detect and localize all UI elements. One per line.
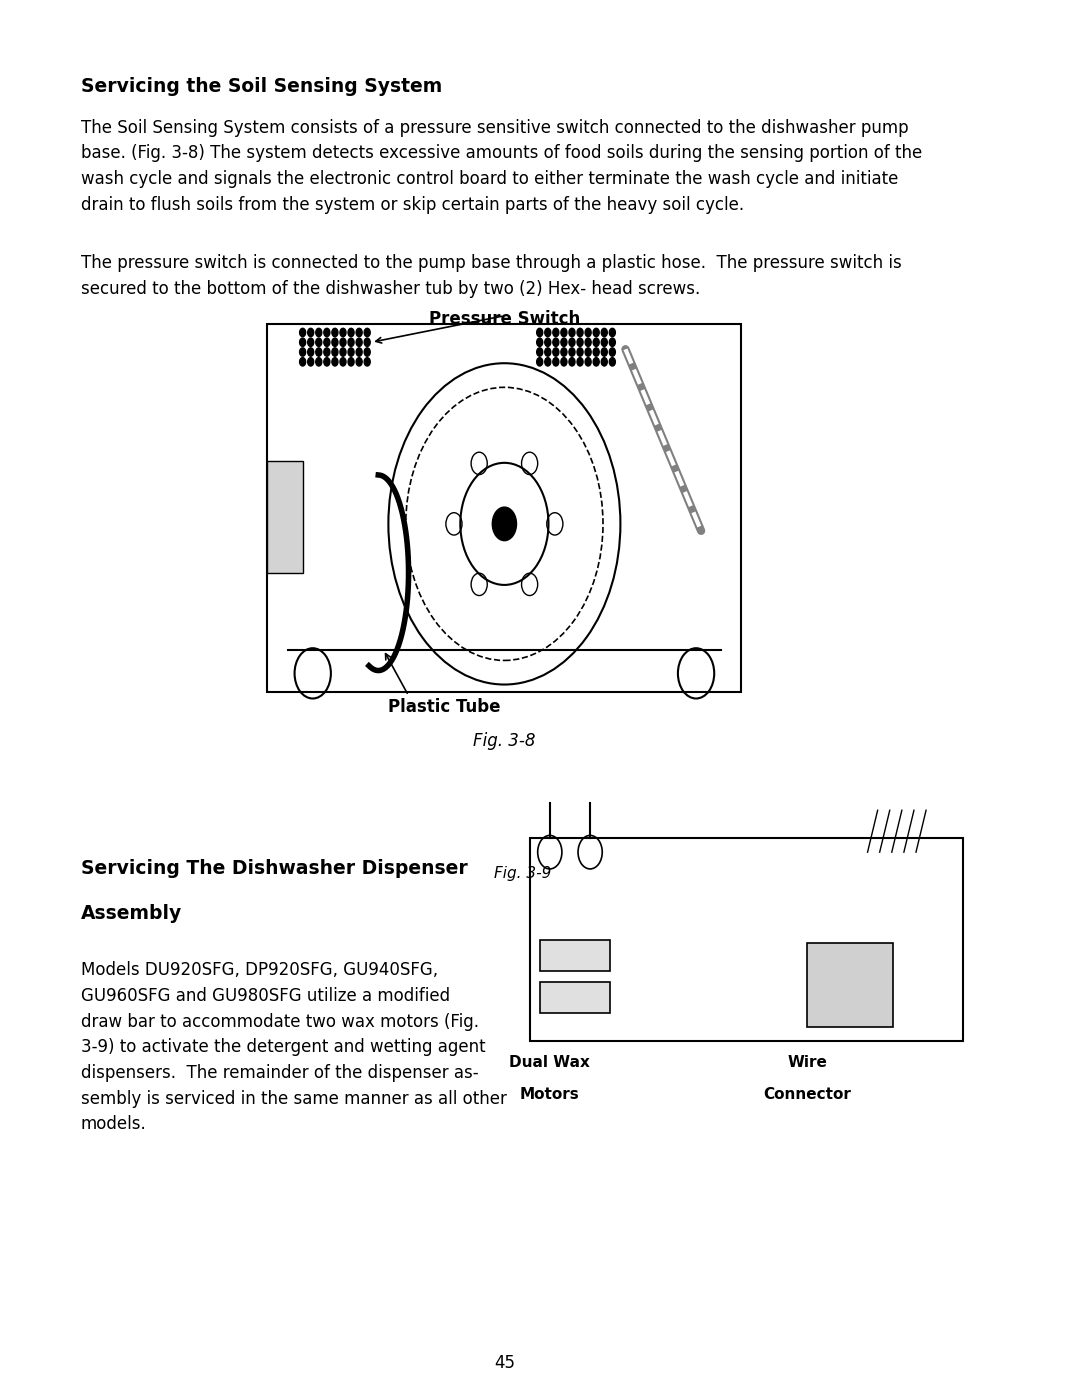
Circle shape: [315, 358, 322, 366]
FancyBboxPatch shape: [268, 461, 302, 573]
Circle shape: [602, 358, 607, 366]
Circle shape: [308, 328, 313, 337]
Circle shape: [585, 328, 591, 337]
Circle shape: [544, 338, 551, 346]
Circle shape: [577, 358, 583, 366]
Circle shape: [315, 328, 322, 337]
Circle shape: [332, 338, 338, 346]
Circle shape: [544, 328, 551, 337]
Circle shape: [340, 328, 346, 337]
Text: Fig. 3-9: Fig. 3-9: [495, 866, 552, 882]
Circle shape: [585, 348, 591, 356]
Circle shape: [561, 328, 567, 337]
Circle shape: [602, 338, 607, 346]
Circle shape: [324, 328, 329, 337]
Text: Servicing The Dishwasher Dispenser: Servicing The Dishwasher Dispenser: [81, 859, 468, 879]
Circle shape: [299, 338, 306, 346]
Circle shape: [332, 358, 338, 366]
Circle shape: [315, 348, 322, 356]
Circle shape: [544, 358, 551, 366]
Circle shape: [569, 338, 575, 346]
Circle shape: [364, 348, 370, 356]
Circle shape: [356, 338, 362, 346]
Circle shape: [561, 358, 567, 366]
FancyBboxPatch shape: [529, 838, 963, 1041]
Circle shape: [609, 348, 616, 356]
Circle shape: [299, 328, 306, 337]
Circle shape: [340, 348, 346, 356]
Circle shape: [348, 348, 354, 356]
Text: Servicing the Soil Sensing System: Servicing the Soil Sensing System: [81, 77, 442, 96]
Circle shape: [577, 348, 583, 356]
Circle shape: [492, 507, 516, 541]
Text: 45: 45: [494, 1354, 515, 1372]
Circle shape: [593, 338, 599, 346]
Circle shape: [561, 348, 567, 356]
Circle shape: [544, 348, 551, 356]
FancyBboxPatch shape: [540, 940, 610, 971]
Circle shape: [537, 338, 543, 346]
Circle shape: [356, 358, 362, 366]
Circle shape: [315, 338, 322, 346]
Circle shape: [609, 358, 616, 366]
Text: Dual Wax: Dual Wax: [510, 1055, 591, 1070]
Circle shape: [364, 328, 370, 337]
Circle shape: [593, 358, 599, 366]
Text: Plastic Tube: Plastic Tube: [389, 698, 501, 717]
Circle shape: [553, 338, 558, 346]
Circle shape: [356, 348, 362, 356]
Circle shape: [308, 338, 313, 346]
Circle shape: [348, 328, 354, 337]
Circle shape: [332, 328, 338, 337]
Circle shape: [324, 348, 329, 356]
Circle shape: [324, 358, 329, 366]
Circle shape: [569, 358, 575, 366]
Circle shape: [308, 348, 313, 356]
Circle shape: [561, 338, 567, 346]
Circle shape: [308, 358, 313, 366]
Circle shape: [324, 338, 329, 346]
Text: The pressure switch is connected to the pump base through a plastic hose.  The p: The pressure switch is connected to the …: [81, 254, 902, 298]
Circle shape: [569, 328, 575, 337]
Circle shape: [577, 338, 583, 346]
Text: Connector: Connector: [764, 1087, 851, 1102]
Text: The Soil Sensing System consists of a pressure sensitive switch connected to the: The Soil Sensing System consists of a pr…: [81, 119, 922, 214]
Circle shape: [602, 348, 607, 356]
Circle shape: [569, 348, 575, 356]
Circle shape: [340, 338, 346, 346]
Circle shape: [553, 328, 558, 337]
Circle shape: [299, 348, 306, 356]
Circle shape: [537, 358, 543, 366]
Circle shape: [585, 338, 591, 346]
Circle shape: [340, 358, 346, 366]
Text: Motors: Motors: [519, 1087, 580, 1102]
Circle shape: [364, 358, 370, 366]
Circle shape: [348, 338, 354, 346]
FancyBboxPatch shape: [540, 982, 610, 1013]
Circle shape: [602, 328, 607, 337]
FancyBboxPatch shape: [268, 324, 742, 692]
Circle shape: [356, 328, 362, 337]
Circle shape: [299, 358, 306, 366]
Circle shape: [585, 358, 591, 366]
Text: Models DU920SFG, DP920SFG, GU940SFG,
GU960SFG and GU980SFG utilize a modified
dr: Models DU920SFG, DP920SFG, GU940SFG, GU9…: [81, 961, 507, 1133]
Circle shape: [593, 348, 599, 356]
Circle shape: [577, 328, 583, 337]
Circle shape: [553, 358, 558, 366]
FancyBboxPatch shape: [807, 943, 893, 1027]
Circle shape: [609, 338, 616, 346]
Text: Assembly: Assembly: [81, 904, 181, 923]
Text: Wire: Wire: [787, 1055, 827, 1070]
Circle shape: [593, 328, 599, 337]
Circle shape: [553, 348, 558, 356]
Circle shape: [364, 338, 370, 346]
Circle shape: [537, 348, 543, 356]
Circle shape: [609, 328, 616, 337]
Circle shape: [332, 348, 338, 356]
Circle shape: [537, 328, 543, 337]
Text: Pressure Switch: Pressure Switch: [429, 310, 580, 328]
Circle shape: [348, 358, 354, 366]
Text: Fig. 3-8: Fig. 3-8: [473, 732, 536, 750]
